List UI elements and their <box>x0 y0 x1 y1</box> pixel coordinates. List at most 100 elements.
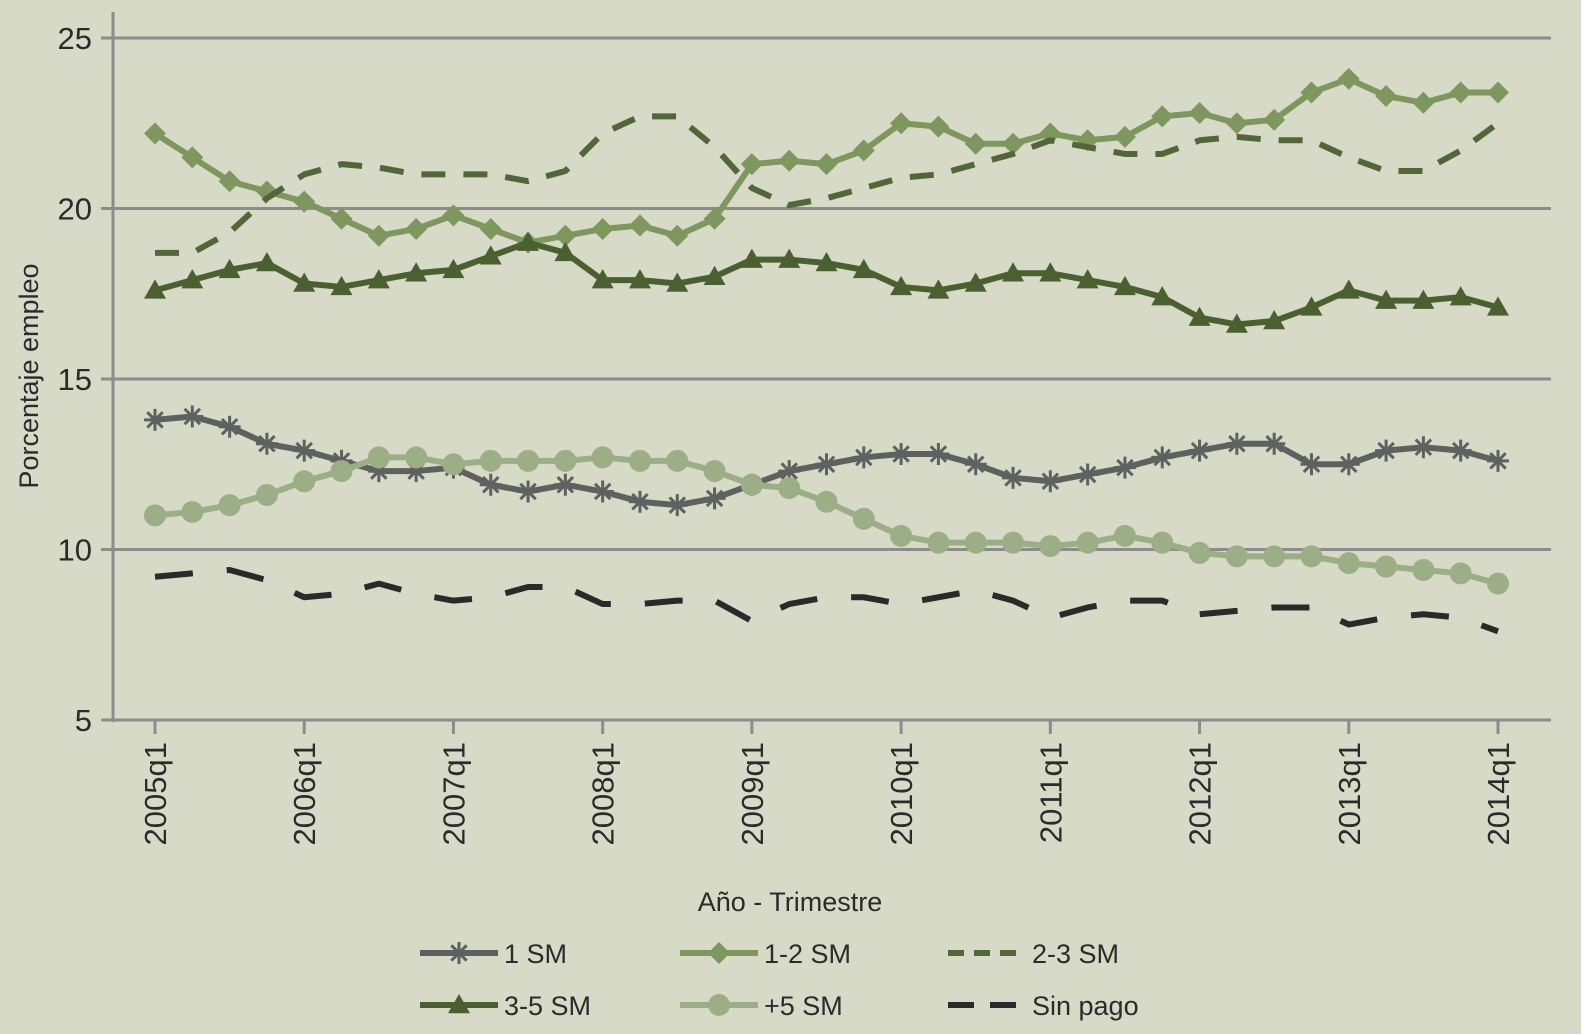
data-point <box>293 439 316 462</box>
y-tick-label: 15 <box>58 362 92 397</box>
legend-marker <box>448 942 470 964</box>
data-point <box>703 265 726 285</box>
legend-item: +5 SM <box>680 991 843 1021</box>
legend-item: Sin pago <box>948 991 1139 1021</box>
series-2-3-sm <box>155 113 1500 256</box>
data-point <box>218 258 241 279</box>
data-point <box>367 269 390 289</box>
data-point <box>815 490 838 513</box>
data-point <box>1412 289 1435 309</box>
data-point <box>927 443 950 466</box>
gridlines <box>101 36 1551 722</box>
data-point <box>778 477 801 500</box>
data-point <box>1225 112 1248 135</box>
data-point <box>479 449 502 472</box>
data-point <box>666 494 689 517</box>
data-point <box>1076 463 1099 486</box>
data-point <box>144 408 166 431</box>
data-point <box>1263 545 1286 568</box>
legend-item: 1-2 SM <box>680 939 851 969</box>
data-point <box>815 453 838 476</box>
series-1-sm <box>144 405 1509 517</box>
data-point <box>927 115 950 138</box>
data-point <box>405 262 428 282</box>
data-point <box>852 507 875 530</box>
data-point <box>1188 102 1211 125</box>
series-3-5-sm <box>144 231 1509 333</box>
legend-label: 1-2 SM <box>764 939 851 969</box>
data-point <box>367 224 390 247</box>
legend-label: Sin pago <box>1032 991 1139 1021</box>
data-point <box>815 153 838 176</box>
data-point <box>1449 562 1472 585</box>
data-point <box>591 446 614 469</box>
data-point <box>1487 572 1509 595</box>
data-point <box>964 272 987 292</box>
data-point <box>1263 310 1286 330</box>
data-point <box>479 217 502 240</box>
legend-label: 3-5 SM <box>504 991 591 1021</box>
data-point <box>1375 84 1398 107</box>
data-point <box>1375 555 1398 578</box>
data-point <box>628 269 651 289</box>
legend-label: +5 SM <box>764 991 843 1021</box>
data-point <box>1076 269 1099 289</box>
data-point <box>218 170 241 193</box>
data-point <box>1337 279 1360 299</box>
data-point <box>1375 439 1398 462</box>
data-point <box>1188 541 1211 564</box>
data-point <box>517 480 540 503</box>
data-point <box>628 490 651 513</box>
data-point <box>1002 262 1025 282</box>
legend-marker <box>708 942 730 964</box>
data-point <box>1151 446 1174 469</box>
data-point <box>778 460 801 483</box>
data-point <box>1300 81 1323 104</box>
data-point <box>1039 470 1062 493</box>
x-tick-labels: 2005q1 2006q1 2007q1 2008q1 2009q1 2010q1 2011… <box>138 742 1516 845</box>
data-point <box>890 275 913 296</box>
data-point <box>293 470 316 493</box>
legend-label: 2-3 SM <box>1032 939 1119 969</box>
data-point <box>1449 286 1472 306</box>
data-point <box>1487 296 1509 316</box>
data-point <box>479 245 502 265</box>
data-point <box>1039 122 1062 145</box>
data-point <box>1487 81 1509 104</box>
x-tick-label: 2011q1 <box>1033 742 1068 843</box>
data-point <box>1449 81 1472 104</box>
data-point <box>181 146 204 169</box>
legend-marker <box>448 994 470 1014</box>
series-1-2-sm <box>144 67 1509 254</box>
y-tick-labels: 5 10 15 20 25 <box>58 21 92 738</box>
data-point <box>479 473 502 496</box>
data-point <box>1039 535 1062 558</box>
data-point <box>1337 552 1360 575</box>
data-point <box>964 531 987 554</box>
axes <box>111 12 1551 734</box>
data-point <box>591 217 614 240</box>
data-point <box>144 279 166 299</box>
data-point <box>890 112 913 135</box>
data-point <box>1002 132 1025 155</box>
data-point <box>1002 466 1025 489</box>
data-point <box>1263 108 1286 131</box>
data-point <box>1449 439 1472 462</box>
data-point <box>927 531 950 554</box>
data-point <box>367 446 390 469</box>
data-point <box>852 258 875 279</box>
legend: 1 SM 1-2 SM 2-3 SM 3-5 SM +5 SM Sin pago <box>420 939 1139 1021</box>
data-point <box>740 473 763 496</box>
data-point <box>181 269 204 289</box>
data-point <box>1263 432 1286 455</box>
series-sin-pago <box>154 566 1500 635</box>
data-point <box>517 231 540 251</box>
data-point <box>1412 558 1435 581</box>
x-tick-label: 2009q1 <box>735 742 770 845</box>
data-point <box>405 460 428 483</box>
data-point <box>740 248 763 268</box>
data-point <box>927 279 950 299</box>
legend-marker <box>708 994 730 1016</box>
data-point <box>890 443 913 466</box>
